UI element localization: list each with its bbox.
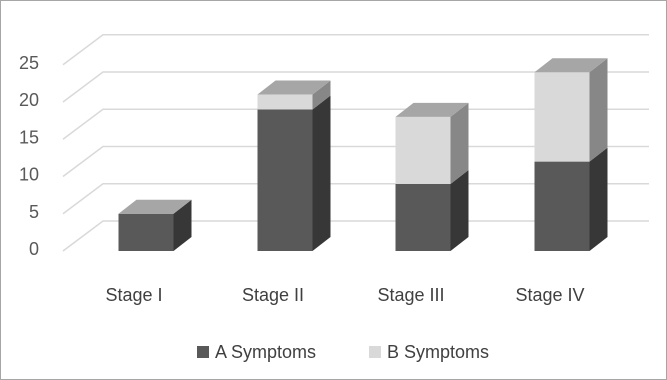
bar-side: [312, 95, 331, 251]
bar-b-symptoms: [257, 94, 313, 110]
bar-a-symptoms: [534, 161, 590, 251]
legend-swatch: [197, 346, 209, 358]
y-tick-label: 25: [19, 53, 39, 73]
category-label: Stage III: [377, 285, 444, 305]
y-tick-label: 15: [19, 127, 39, 147]
bar-top: [534, 58, 608, 73]
bar-b-symptoms: [395, 116, 451, 184]
y-tick-label: 5: [29, 202, 39, 222]
bar-side: [312, 80, 331, 110]
y-tick-label: 0: [29, 239, 39, 259]
category-label: Stage IV: [515, 285, 584, 305]
bar-side: [589, 58, 608, 162]
category-label: Stage II: [242, 285, 304, 305]
bar-top: [118, 199, 192, 214]
bar-top: [257, 80, 331, 95]
y-axis: 0 5 10 15 20 25: [19, 53, 39, 259]
bar-side: [173, 199, 192, 251]
bar-b-symptoms: [534, 72, 590, 162]
legend-swatch: [369, 346, 381, 358]
y-tick-label: 20: [19, 90, 39, 110]
bar-a-symptoms: [118, 213, 174, 251]
bar-side: [450, 169, 469, 251]
bar-side: [450, 102, 469, 184]
y-tick-label: 10: [19, 165, 39, 185]
category-label: Stage I: [105, 285, 162, 305]
bar-a-symptoms: [257, 109, 313, 251]
legend-label: B Symptoms: [387, 342, 489, 362]
gridline: [62, 71, 649, 103]
x-axis: Stage I Stage II Stage III Stage IV: [105, 285, 584, 305]
bars: [118, 58, 608, 251]
legend-label: A Symptoms: [215, 342, 316, 362]
legend: A Symptoms B Symptoms: [197, 342, 489, 362]
bar-top: [395, 102, 469, 117]
bar-side: [589, 147, 608, 251]
gridline: [62, 34, 649, 66]
bar-a-symptoms: [395, 183, 451, 251]
